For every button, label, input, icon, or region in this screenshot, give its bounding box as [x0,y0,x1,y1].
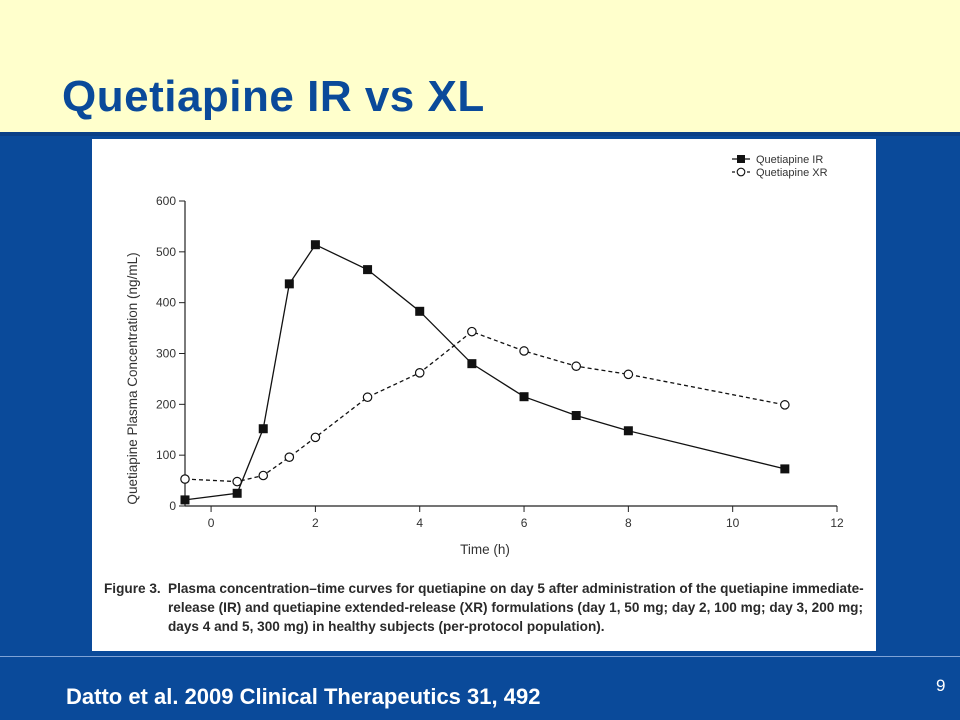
header-divider [0,132,960,136]
caption-text: Plasma concentration–time curves for que… [168,581,864,634]
ir-data-point [623,426,633,436]
citation: Datto et al. 2009 Clinical Therapeutics … [66,684,541,709]
caption-label: Figure 3. [104,581,161,596]
ir-data-point [519,392,529,402]
concentration-chart: 0 2 4 6 8 10 12 0 100 200 300 400 500 600 Time (h) Quet… [125,154,844,557]
legend-label: Quetiapine XR [756,167,828,179]
xr-data-point [180,474,190,484]
xr-data-point [362,392,373,403]
legend-label: Quetiapine IR [756,154,823,166]
xr-data-point [284,452,295,462]
ir-data-point [415,306,425,316]
x-tick-label: 12 [830,516,844,530]
xr-data-point [467,326,477,337]
x-tick-label: 4 [416,516,423,530]
xr-data-point [232,476,242,487]
slide-number: 9 [936,676,946,695]
ir-data-point [180,495,190,505]
xr-data-point [623,369,634,380]
x-tick-label: 0 [208,516,215,530]
ir-data-point [258,424,268,434]
header-band [0,0,960,132]
legend-marker-xr [736,167,746,177]
ir-data-point [571,411,581,421]
ir-data-point [363,265,373,275]
y-tick-label: 600 [156,194,176,208]
y-tick-label: 200 [156,397,176,411]
legend-marker-ir [737,155,745,163]
y-tick-label: 300 [156,347,176,361]
x-tick-label: 6 [521,516,528,530]
figure-panel: 0 2 4 6 8 10 12 0 100 200 300 400 500 600 Time (h) Quet… [92,139,876,651]
x-tick-label: 8 [625,516,632,530]
x-axis-label: Time (h) [460,542,510,557]
xr-data-point [414,368,425,378]
xr-data-point [780,400,790,410]
figure-caption: Figure 3. Plasma concentration–time curv… [104,579,874,636]
ir-data-point [310,240,320,250]
y-tick-label: 100 [156,448,176,462]
footer-divider [0,656,960,657]
y-tick-label: 0 [169,499,176,513]
y-tick-label: 400 [156,296,176,310]
ir-data-point [284,279,294,289]
ir-data-point [780,464,790,474]
xr-data-point [258,470,269,481]
slide-title: Quetiapine IR vs XL [62,72,485,121]
xr-data-point [519,346,529,356]
y-tick-label: 500 [156,245,176,259]
x-tick-label: 10 [726,516,740,530]
x-tick-label: 2 [312,516,319,530]
series-line-2 [184,330,785,483]
series-line-1 [184,243,785,501]
xr-data-point [310,432,321,443]
xr-data-point [571,361,581,372]
ir-data-point [232,488,242,498]
y-axis-label: Quetiapine Plasma Concentration (ng/mL) [125,252,140,504]
ir-data-point [467,359,477,369]
